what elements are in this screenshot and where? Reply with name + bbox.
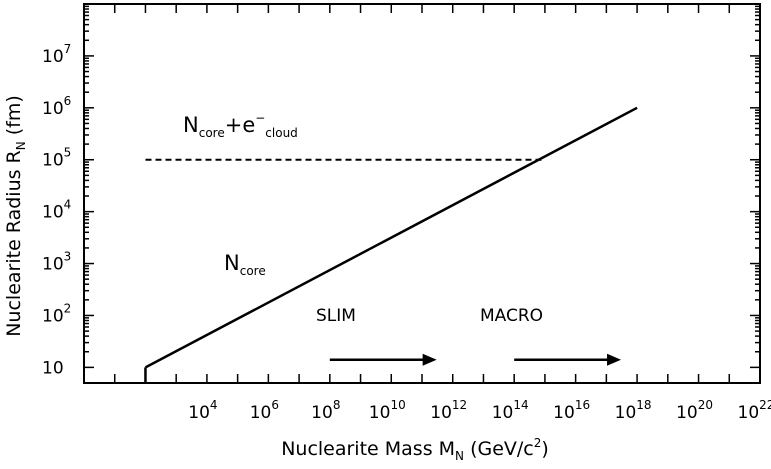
x-axis-title-unit-close: ) — [541, 438, 548, 460]
x-tick-label-base: 10 — [738, 403, 760, 423]
x-axis-title-unit-sup: 2 — [534, 436, 542, 450]
ncloud-annotation-plus: +e — [225, 113, 256, 137]
ncloud-annotation-sub2: cloud — [265, 126, 298, 140]
slim-label: SLIM — [316, 306, 356, 326]
y-tick-label-exp: 3 — [64, 250, 72, 264]
x-axis-title-unit-open: (GeV/c — [464, 438, 534, 460]
y-tick-label-exp: 7 — [64, 42, 72, 56]
x-axis-title: Nuclearite Mass MN (GeV/c2) — [281, 436, 549, 463]
y-tick-label: 103 — [42, 250, 71, 275]
x-tick-label-exp: 22 — [759, 398, 771, 412]
y-tick-label-base: 10 — [42, 203, 64, 223]
plot-layer: 104 106 108 1010 1012 1014 1016 1018 1020 1022101… — [42, 3, 771, 423]
x-tick-label-exp: 8 — [333, 398, 341, 412]
x-tick-label: 1018 — [615, 398, 652, 423]
x-tick-label: 106 — [250, 398, 279, 423]
x-tick-label: 1016 — [553, 398, 590, 423]
x-tick-label-exp: 16 — [575, 398, 590, 412]
y-tick-label: 106 — [42, 94, 71, 119]
ncore-annotation: Ncore — [224, 251, 266, 278]
series-ncore-line — [144, 106, 638, 369]
x-tick-label-exp: 6 — [271, 398, 279, 412]
x-tick-label-exp: 4 — [210, 398, 218, 412]
x-tick-label-exp: 20 — [698, 398, 713, 412]
ncloud-annotation-sup: − — [255, 111, 265, 125]
x-tick-label-base: 10 — [311, 403, 333, 423]
y-tick-label-base: 10 — [42, 99, 64, 119]
ncore-annotation-main: N — [224, 251, 240, 275]
y-axis-title: Nuclearite Radius RN (fm) — [3, 95, 28, 337]
slim-arrow-head — [422, 353, 437, 366]
y-axis-title-unit: (fm) — [3, 95, 25, 141]
y-axis-title-sub: N — [14, 141, 28, 150]
x-tick-label: 1020 — [676, 398, 713, 423]
plot-frame — [83, 3, 761, 384]
x-tick-label-base: 10 — [188, 403, 210, 423]
x-tick-label: 104 — [188, 398, 217, 423]
y-tick-label-exp: 4 — [64, 198, 72, 212]
x-tick-label: 108 — [311, 398, 340, 423]
y-tick-label: 102 — [42, 301, 71, 326]
x-tick-label-exp: 10 — [390, 398, 405, 412]
x-tick-label-base: 10 — [369, 403, 391, 423]
x-tick-label: 1014 — [492, 398, 529, 423]
y-tick-label-base: 10 — [42, 151, 64, 171]
x-tick-label-exp: 14 — [513, 398, 528, 412]
y-tick-label-base: 10 — [42, 47, 64, 67]
y-axis-title-main: Nuclearite Radius R — [3, 150, 25, 337]
y-tick-label-exp: 5 — [64, 146, 72, 160]
x-tick-label-base: 10 — [250, 403, 272, 423]
x-axis-title-sub: N — [455, 449, 464, 463]
y-tick-label: 105 — [42, 146, 71, 171]
x-tick-label: 1010 — [369, 398, 406, 423]
ncloud-annotation-main: N — [183, 113, 199, 137]
macro-arrow-head — [607, 353, 622, 366]
y-tick-label: 10 — [42, 358, 64, 378]
macro-label: MACRO — [480, 306, 543, 326]
ncloud-annotation-sub1: core — [199, 126, 225, 140]
x-tick-label-base: 10 — [615, 403, 637, 423]
y-tick-label-exp: 2 — [64, 301, 72, 315]
y-tick-label-exp: 6 — [64, 94, 72, 108]
ncore-annotation-sub: core — [240, 264, 266, 278]
y-tick-label-base: 10 — [42, 306, 64, 326]
y-tick-label: 104 — [42, 198, 71, 223]
x-tick-label: 1022 — [738, 398, 771, 423]
y-tick-label-base: 10 — [42, 255, 64, 275]
x-tick-label-exp: 18 — [636, 398, 651, 412]
y-tick-label-base: 10 — [42, 358, 64, 378]
x-tick-label-base: 10 — [676, 403, 698, 423]
x-axis-title-main: Nuclearite Mass M — [281, 438, 455, 460]
ncloud-annotation: Ncore+e−cloud — [183, 111, 298, 140]
x-tick-label-exp: 12 — [452, 398, 467, 412]
x-tick-label-base: 10 — [553, 403, 575, 423]
x-tick-label-base: 10 — [492, 403, 514, 423]
x-tick-label: 1012 — [430, 398, 467, 423]
y-tick-label: 107 — [42, 42, 71, 67]
x-tick-label-base: 10 — [430, 403, 452, 423]
